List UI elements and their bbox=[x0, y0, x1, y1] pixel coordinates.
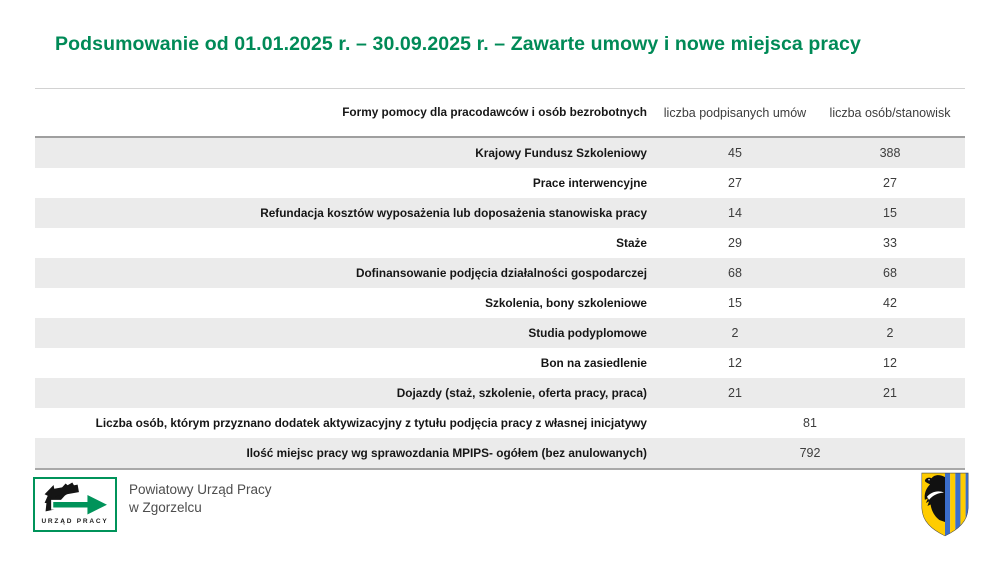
table-row: Prace interwencyjne 27 27 bbox=[35, 168, 965, 198]
table-row: Szkolenia, bony szkoleniowe 15 42 bbox=[35, 288, 965, 318]
row-positions-value: 42 bbox=[883, 296, 897, 310]
row-label: Prace interwencyjne bbox=[532, 175, 647, 190]
row-positions-value: 27 bbox=[883, 176, 897, 190]
urzad-pracy-arrows-icon bbox=[44, 482, 112, 518]
row-label: Ilość miejsc pracy wg sprawozdania MPIPS… bbox=[246, 445, 647, 460]
table-row: Staże 29 33 bbox=[35, 228, 965, 258]
column-header-forms: Formy pomocy dla pracodawców i osób bezr… bbox=[342, 105, 647, 120]
row-label: Liczba osób, którym przyznano dodatek ak… bbox=[95, 415, 647, 430]
row-label: Dojazdy (staż, szkolenie, oferta pracy, … bbox=[396, 385, 647, 400]
row-positions-value: 21 bbox=[883, 386, 897, 400]
column-header-positions: liczba osób/stanowisk bbox=[829, 105, 951, 120]
row-positions-value: 12 bbox=[883, 356, 897, 370]
table-row: Ilość miejsc pracy wg sprawozdania MPIPS… bbox=[35, 438, 965, 468]
table-row: Refundacja kosztów wyposażenia lub dopos… bbox=[35, 198, 965, 228]
page-title: Podsumowanie od 01.01.2025 r. – 30.09.20… bbox=[55, 33, 861, 55]
row-contracts-value: 12 bbox=[728, 356, 742, 370]
column-header-contracts: liczba podpisanych umów bbox=[663, 105, 807, 120]
organization-name: Powiatowy Urząd Pracy w Zgorzelcu bbox=[129, 481, 272, 517]
row-positions-value: 33 bbox=[883, 236, 897, 250]
logo-caption: URZĄD PRACY bbox=[41, 518, 109, 525]
table-body: Krajowy Fundusz Szkoleniowy 45 388 Prace in… bbox=[35, 138, 965, 470]
row-positions-value: 388 bbox=[879, 146, 901, 160]
row-contracts-value: 2 bbox=[731, 326, 739, 340]
row-contracts-value: 45 bbox=[728, 146, 742, 160]
row-positions-value: 2 bbox=[886, 326, 894, 340]
row-contracts-value: 15 bbox=[728, 296, 742, 310]
row-label: Krajowy Fundusz Szkoleniowy bbox=[475, 145, 647, 160]
urzad-pracy-logo: URZĄD PRACY bbox=[33, 477, 117, 532]
row-positions-value: 68 bbox=[883, 266, 897, 280]
table-row: Liczba osób, którym przyznano dodatek ak… bbox=[35, 408, 965, 438]
row-label: Dofinansowanie podjęcia działalności gos… bbox=[355, 265, 647, 280]
table-header-row: Formy pomocy dla pracodawców i osób bezr… bbox=[35, 89, 965, 138]
row-label: Refundacja kosztów wyposażenia lub dopos… bbox=[260, 205, 647, 220]
table-row: Bon na zasiedlenie 12 12 bbox=[35, 348, 965, 378]
row-merged-value: 792 bbox=[799, 446, 821, 460]
zgorzelec-coat-of-arms-icon bbox=[921, 472, 969, 537]
row-label: Staże bbox=[616, 235, 647, 250]
row-label: Studia podyplomowe bbox=[528, 325, 647, 340]
row-contracts-value: 29 bbox=[728, 236, 742, 250]
organization-line1: Powiatowy Urząd Pracy bbox=[129, 482, 272, 497]
table-row: Dojazdy (staż, szkolenie, oferta pracy, … bbox=[35, 378, 965, 408]
summary-table: Formy pomocy dla pracodawców i osób bezr… bbox=[35, 88, 965, 470]
table-row: Dofinansowanie podjęcia działalności gos… bbox=[35, 258, 965, 288]
table-row: Studia podyplomowe 2 2 bbox=[35, 318, 965, 348]
row-contracts-value: 14 bbox=[728, 206, 742, 220]
row-contracts-value: 21 bbox=[728, 386, 742, 400]
table-row: Krajowy Fundusz Szkoleniowy 45 388 bbox=[35, 138, 965, 168]
row-label: Szkolenia, bony szkoleniowe bbox=[485, 295, 647, 310]
organization-line2: w Zgorzelcu bbox=[129, 500, 202, 515]
row-positions-value: 15 bbox=[883, 206, 897, 220]
row-contracts-value: 27 bbox=[728, 176, 742, 190]
row-merged-value: 81 bbox=[803, 416, 817, 430]
row-label: Bon na zasiedlenie bbox=[540, 355, 647, 370]
row-contracts-value: 68 bbox=[728, 266, 742, 280]
